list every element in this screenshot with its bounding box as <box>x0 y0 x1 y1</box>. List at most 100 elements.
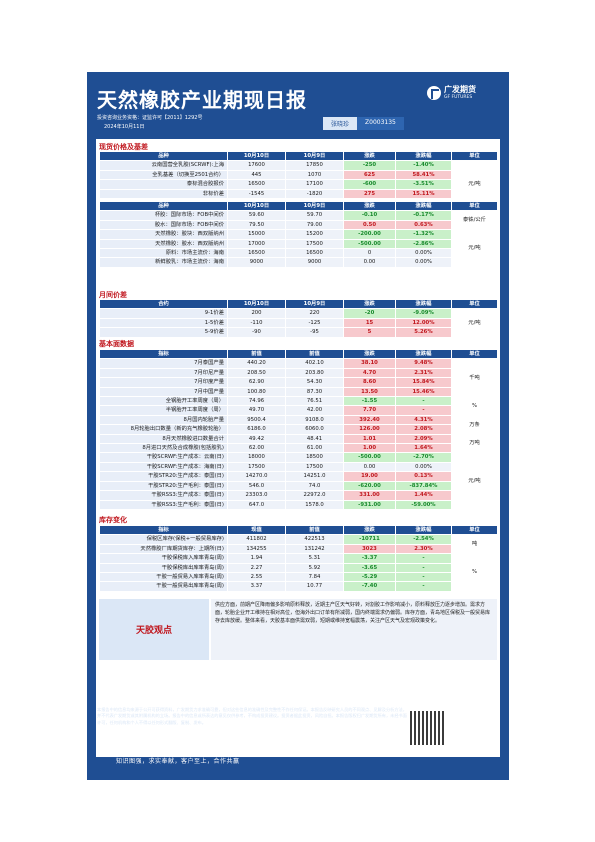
logo-subtitle: GF FUTURES <box>444 95 473 100</box>
section-title-inventory: 库存变化 <box>99 516 127 524</box>
table-row: 干胶SCRWF:生产成本：云南(日) 18000 18500 -500.00 -2.70… <box>99 452 498 510</box>
change-value: 1.00 <box>343 443 396 454</box>
inventory-table: 指标 现值 前值 涨跌 涨跌幅 单位 保税区库存(保税+一般贸易库存) 411802 42251… <box>99 524 498 592</box>
column-header: 前值 <box>285 348 344 360</box>
previous-value: -1820 <box>285 188 344 200</box>
row-name: 1-5价差 <box>99 317 228 329</box>
table-header-row: 品种 10月10日 10月9日 涨跌 涨跌幅 单位 <box>99 150 498 162</box>
previous-value: 203.80 <box>285 367 344 379</box>
row-name: 7月印度产量 <box>99 377 228 388</box>
table-header-row: 指标 现值 前值 涨跌 涨跌幅 单位 <box>99 524 498 536</box>
previous-value: 54.30 <box>285 377 344 388</box>
change-percent: 15.11% <box>395 188 452 200</box>
row-name: 9-1价差 <box>99 308 228 319</box>
current-value: 62.90 <box>227 377 286 388</box>
change-percent: -59.00% <box>395 499 452 510</box>
table-row: 干胶一般贸易出库率青岛(周) 3.37 10.77 -7.40- <box>99 581 498 592</box>
column-header: 涨跌幅 <box>395 200 452 212</box>
change-percent: -0.17% <box>395 210 452 221</box>
row-name: 泰标混合胶报价 <box>99 179 228 190</box>
row-name: 半钢胎开工率周度（周） <box>99 405 228 416</box>
row-name: 新鲜胶乳：市场主流价：海南 <box>99 257 228 268</box>
row-name: 杯胶：国际市场：FOB中间价 <box>99 210 228 221</box>
column-header: 单位 <box>451 150 498 162</box>
table-row: 干胶RSS3:生产毛利：泰国(日) 647.0 1578.0 -931.00 -59.0… <box>99 499 498 510</box>
change-value: 275 <box>343 188 396 200</box>
change-value: 0 <box>343 248 396 259</box>
logo-icon <box>427 86 441 100</box>
change-value: 0.00 <box>343 461 396 473</box>
change-value: -620.00 <box>343 480 396 492</box>
row-name: 7月泰国产量 <box>99 358 228 369</box>
unit-label: 元/吨 <box>451 308 498 338</box>
change-percent: -2.70% <box>395 452 452 463</box>
row-name: 原料：市场主流价：海南 <box>99 248 228 259</box>
change-value: 4.70 <box>343 367 396 379</box>
current-value: 17600 <box>227 160 286 171</box>
previous-value: 17100 <box>285 179 344 190</box>
previous-value: -95 <box>285 327 344 338</box>
current-value: 16500 <box>227 179 286 190</box>
section-title-spread: 月间价差 <box>99 291 127 299</box>
current-value: 14270.0 <box>227 471 286 482</box>
row-name: 云南国营全乳胶(SCRWF):上海 <box>99 160 228 171</box>
change-value: 3023 <box>343 543 396 555</box>
table-row: 7月印度产量 62.90 54.30 8.60 15.84% <box>99 377 498 388</box>
table-row: 泰标混合胶报价 16500 17100 -600 -3.51% <box>99 179 498 190</box>
table-row: 杯胶：国际市场：FOB中间价 59.60 59.70 -0.10 -0.17% 泰铢/公斤 <box>99 210 498 231</box>
current-value: 49.42 <box>227 433 286 445</box>
previous-value: 1070 <box>285 169 344 181</box>
unit-label: 元/吨 <box>451 452 498 510</box>
change-percent: -2.54% <box>395 534 452 545</box>
change-percent: - <box>395 572 452 583</box>
qualification-line: 投资咨询业务资格：证监许可【2011】1292号 <box>97 115 203 121</box>
change-value: -931.00 <box>343 499 396 510</box>
table-row: 8月天然橡胶进口数量合计 49.42 48.41 1.01 2.09% 万吨 <box>99 433 498 454</box>
table-row: 8月国内轮胎产量 9500.4 9108.0 392.40 4.31% 万条 <box>99 414 498 435</box>
table-row: 8月轮胎出口数量（新的充气橡胶轮胎） 6186.0 6060.0 126.00 2.08… <box>99 424 498 435</box>
row-name: 保税区库存(保税+一般贸易库存) <box>99 534 228 545</box>
current-value: 59.60 <box>227 210 286 221</box>
current-value: 23303.0 <box>227 490 286 501</box>
row-name: 干胶保税库出库率青岛(周) <box>99 562 228 574</box>
row-name: 全乳基差（切换至2501合约） <box>99 169 228 181</box>
change-value: -3.37 <box>343 553 396 564</box>
change-percent: 12.00% <box>395 317 452 329</box>
previous-value: 15200 <box>285 229 344 240</box>
table-row: 干胶RSS3:生产成本：泰国(日) 23303.0 22972.0 331.00 1.4… <box>99 490 498 501</box>
table-row: 干胶一般贸易入库率青岛(周) 2.55 7.84 -5.29- <box>99 572 498 583</box>
current-value: 74.96 <box>227 396 286 407</box>
row-name: 干胶SCRWF:生产成本：云南(日) <box>99 452 228 463</box>
change-value: 0.50 <box>343 219 396 231</box>
current-value: 440.20 <box>227 358 286 369</box>
table-row: 原料：市场主流价：海南 16500 16500 0 0.00% <box>99 248 498 259</box>
data-source: 数据来源：Wind、Mysteel、广发期货发展研究中心 <box>97 692 203 697</box>
previous-value: -125 <box>285 317 344 329</box>
change-value: 392.40 <box>343 414 396 426</box>
table-header-row: 合约 10月10日 10月9日 涨跌 涨跌幅 单位 <box>99 298 498 310</box>
change-percent: -3.51% <box>395 179 452 190</box>
disclaimer-title: 免责声明： <box>97 701 120 706</box>
change-percent: - <box>395 581 452 592</box>
previous-value: 42.00 <box>285 405 344 416</box>
table-row: 1-5价差 -110 -125 15 12.00% <box>99 317 498 329</box>
change-percent: 9.48% <box>395 358 452 369</box>
table-row: 云南国营全乳胶(SCRWF):上海 17600 17850 -250 -1.40% <box>99 160 498 171</box>
qr-caption: 扫码关注广发期货 <box>403 751 435 756</box>
column-header: 涨跌 <box>343 524 396 536</box>
market-view-text: 供应方面，前期产区降雨偏多影响原料释放，近期主产区天气好转，对割胶工作影响减小，… <box>211 599 497 660</box>
current-value: 15000 <box>227 229 286 240</box>
table-row: 7月印尼产量 208.50 203.80 4.70 2.31% <box>99 367 498 379</box>
row-name: 7月中国产量 <box>99 386 228 398</box>
column-header: 10月9日 <box>285 200 344 212</box>
column-header: 前值 <box>227 348 286 360</box>
table-row: 天然橡胶：胶水：西双版纳州 17000 17500 -500.00 -2.86% <box>99 238 498 250</box>
change-value: 8.60 <box>343 377 396 388</box>
change-value: -1.55 <box>343 396 396 407</box>
change-value: 625 <box>343 169 396 181</box>
previous-value: 6060.0 <box>285 424 344 435</box>
current-value: 208.50 <box>227 367 286 379</box>
spread-table: 合约 10月10日 10月9日 涨跌 涨跌幅 单位 9-1价差 200 220 -20 -9.09%… <box>99 298 498 338</box>
current-value: 17500 <box>227 461 286 473</box>
column-header: 指标 <box>99 524 228 536</box>
